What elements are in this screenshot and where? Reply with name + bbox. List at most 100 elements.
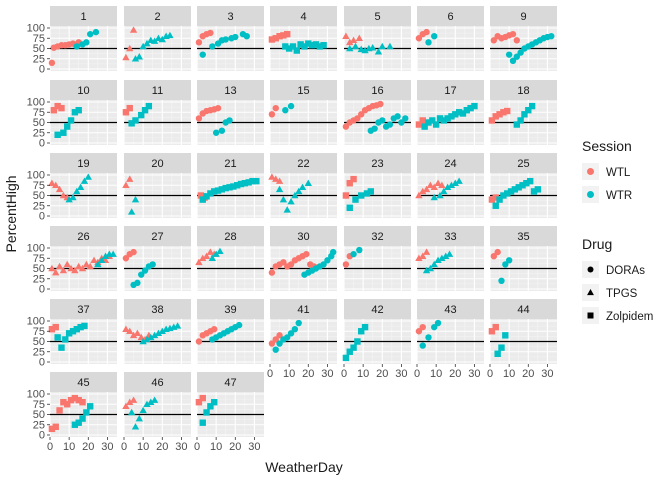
x-tick-label: 30: [321, 368, 333, 380]
data-point-wtr: [143, 39, 151, 47]
data-point-wtr: [298, 183, 307, 191]
data-point-wtl: [415, 328, 423, 335]
data-point-wtl: [415, 121, 423, 128]
data-point-wtl: [63, 260, 71, 268]
data-point-wtr: [222, 184, 229, 192]
legend-label: WTL: [606, 167, 631, 179]
data-point-wtr: [199, 419, 206, 426]
facet-strip-label: 5: [374, 11, 380, 23]
y-tick-label: 100: [27, 389, 45, 401]
facet-panel-9: 9: [489, 6, 557, 71]
legend-label: WTR: [606, 190, 632, 202]
data-point-wtr: [128, 120, 135, 127]
data-point-wtr: [523, 180, 530, 187]
facet-panel-43: 43 0 10 20 30: [414, 299, 484, 380]
facet-strip: [197, 372, 264, 392]
drug-legend-title: Drug: [582, 236, 612, 252]
x-tick-label: 0: [487, 368, 493, 380]
data-point-wtl: [126, 398, 134, 405]
data-point-wtl: [129, 396, 138, 403]
data-point-wtr: [379, 117, 386, 124]
data-point-wtr: [421, 123, 428, 130]
facet-strip-label: 28: [224, 231, 236, 243]
data-point-wtr: [426, 264, 435, 272]
facet-strip: [344, 80, 411, 100]
facet-strip-label: 23: [371, 158, 383, 170]
facet-panel-27: 27: [122, 226, 191, 291]
facet-strip: [50, 372, 117, 392]
facet-strip-label: 21: [224, 158, 236, 170]
facet-strip: [50, 153, 117, 173]
data-point-wtl: [71, 394, 79, 402]
facet-strip: [197, 299, 264, 319]
legend-label: DORAs: [606, 265, 645, 277]
data-point-wtr: [505, 257, 513, 264]
data-point-wtl: [122, 325, 130, 332]
data-point-wtr: [132, 117, 139, 124]
facet-strip: [124, 6, 191, 26]
y-tick-label: 100: [27, 170, 45, 182]
data-point-wtr: [131, 423, 140, 430]
data-point-wtr: [134, 279, 141, 287]
data-point-wtr: [79, 415, 86, 422]
facet-strip: [50, 299, 117, 319]
data-point-wtl: [496, 111, 503, 118]
session-legend-item-wtr: WTR: [582, 186, 632, 203]
y-tick-label: 75: [33, 253, 45, 265]
data-point-wtr: [354, 338, 361, 345]
data-point-wtr: [145, 102, 153, 110]
facet-strip-label: 9: [520, 11, 526, 23]
facet-strip-label: 19: [77, 158, 89, 170]
x-tick-label: 10: [503, 368, 515, 380]
data-point-wtr: [173, 322, 182, 329]
facet-panel-30: 30: [268, 226, 337, 291]
data-point-wtl: [492, 323, 499, 331]
data-point-wtl: [268, 269, 276, 276]
data-point-wtl: [195, 115, 203, 122]
facet-panel-21: 21: [196, 153, 264, 218]
data-point-wtl: [276, 332, 283, 339]
data-point-wtl: [492, 194, 499, 201]
data-point-wtr: [440, 117, 447, 124]
data-point-wtr: [498, 277, 505, 284]
facet-panel-23: 23: [342, 153, 411, 218]
data-point-wtl: [490, 37, 498, 44]
data-point-wtr: [346, 204, 353, 211]
facet-strip-label: 33: [444, 231, 456, 243]
facet-strip-label: 46: [151, 377, 163, 389]
legend-label: TPGS: [606, 288, 638, 300]
facet-strip-label: 37: [77, 304, 89, 316]
facet-panel-28: 28: [195, 226, 264, 291]
data-point-wtr: [369, 44, 377, 51]
data-point-wtr: [304, 179, 312, 186]
data-point-wtl: [214, 104, 222, 112]
data-point-wtr: [237, 180, 245, 188]
data-point-wtr: [352, 196, 359, 203]
data-point-wtl: [56, 407, 63, 414]
facet-strip: [490, 299, 557, 319]
data-point-wtl: [48, 326, 56, 333]
data-point-wtr: [203, 193, 210, 200]
data-point-wtl: [513, 37, 520, 44]
y-tick-label: 25: [33, 273, 45, 285]
facet-strip-label: 27: [151, 231, 163, 243]
data-point-wtl: [422, 185, 431, 193]
facet-panel-2: 2: [122, 6, 191, 71]
y-tick-label: 50: [33, 409, 45, 421]
facet-panel-3: 3: [195, 6, 264, 71]
data-point-wtr: [135, 53, 143, 60]
data-point-wtl: [199, 394, 206, 402]
data-point-wtl: [488, 328, 496, 335]
y-tick-label: 25: [33, 200, 45, 212]
data-point-wtr: [199, 51, 206, 58]
facet-strip-label: 20: [151, 158, 163, 170]
facet-strip-label: 25: [517, 158, 529, 170]
data-point-wtl: [488, 117, 496, 124]
data-point-wtl: [504, 107, 511, 115]
facet-strip: [197, 6, 264, 26]
y-tick-label: 100: [27, 316, 45, 328]
data-point-wtl: [303, 250, 310, 258]
